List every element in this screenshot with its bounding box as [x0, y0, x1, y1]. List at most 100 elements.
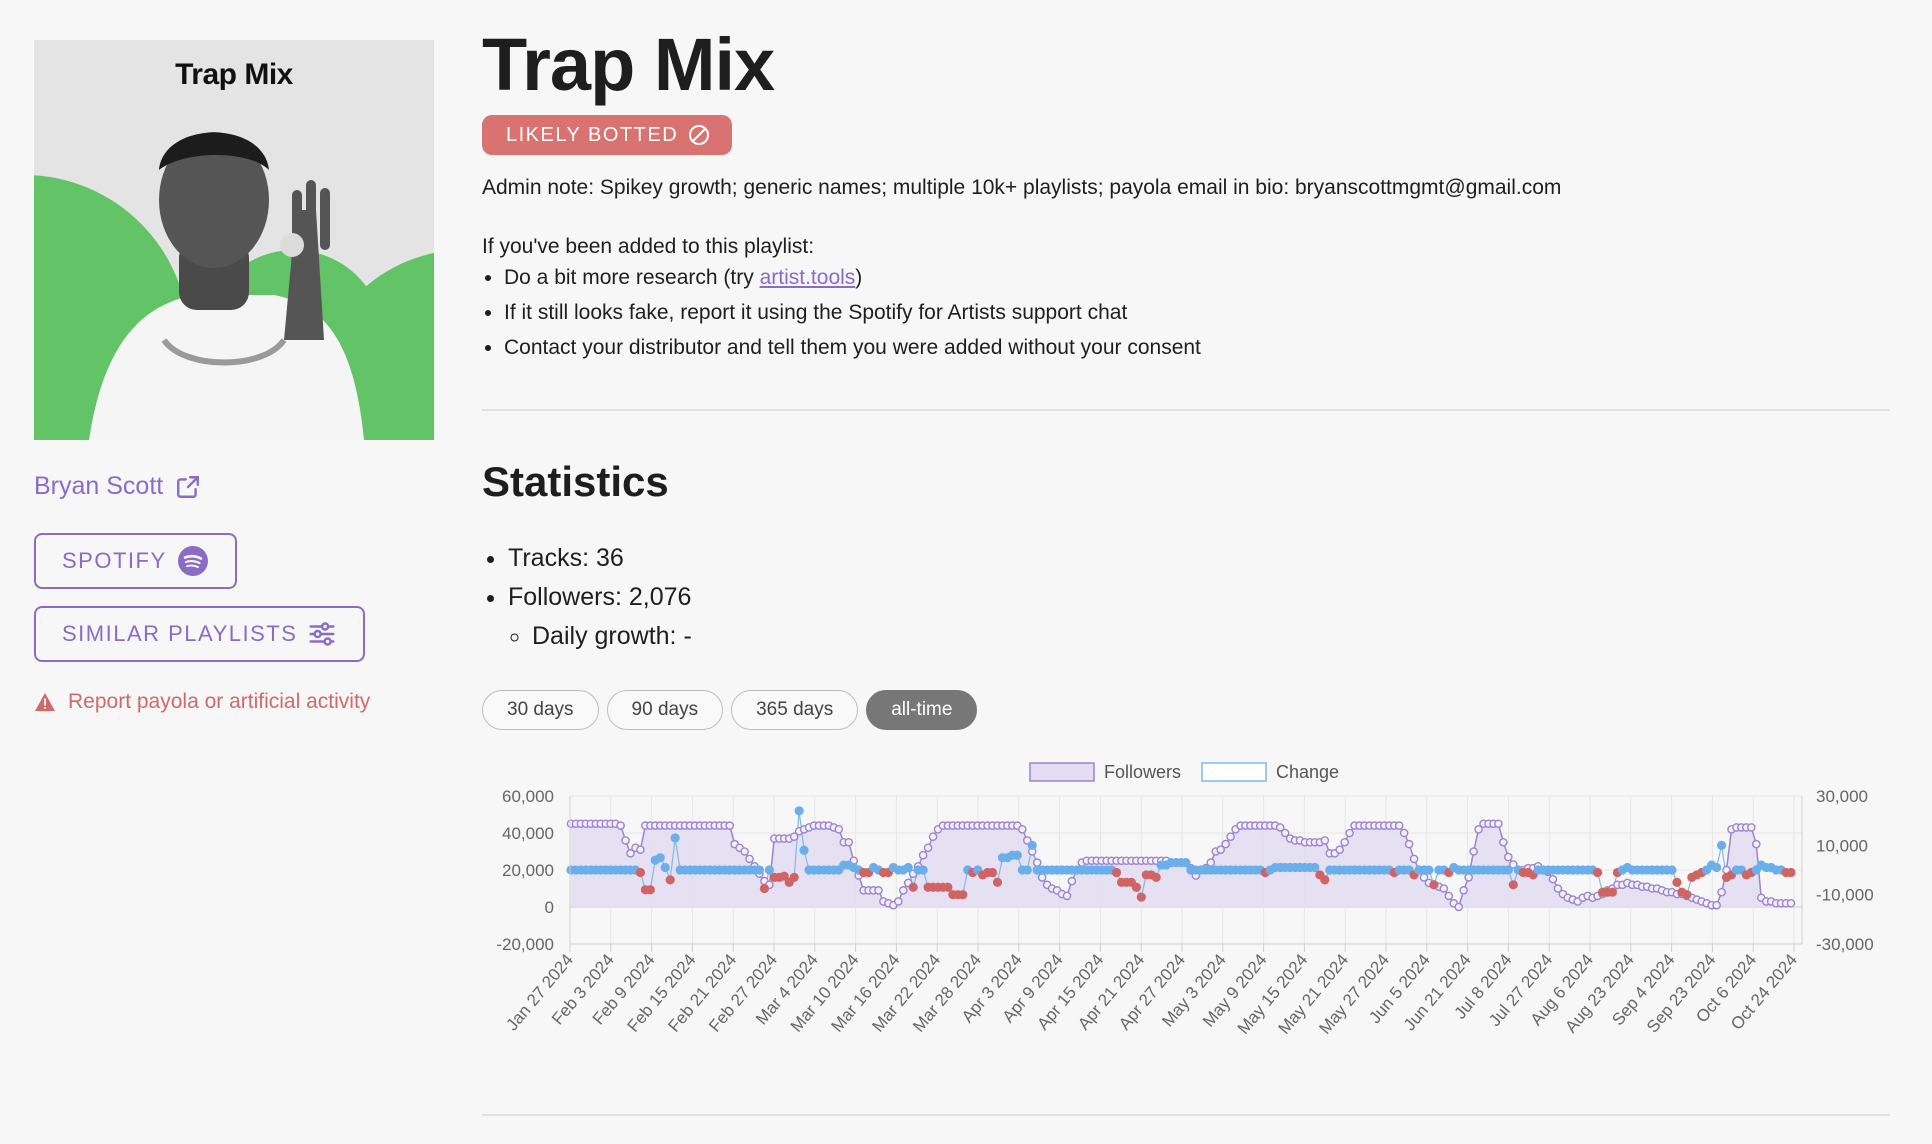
y-left-tick-label: 60,000 — [502, 787, 554, 806]
followers-point — [1548, 874, 1558, 884]
y-right-tick-label: -30,000 — [1816, 935, 1874, 954]
followers-point — [616, 821, 625, 830]
tab-30-days[interactable]: 30 days — [482, 690, 599, 730]
botted-status-badge: LIKELY BOTTED — [482, 115, 733, 155]
change-point — [1716, 840, 1727, 850]
report-activity-link[interactable]: Report payola or artificial activity — [34, 690, 370, 714]
tab-365-days[interactable]: 365 days — [731, 690, 859, 730]
statistics-list: Tracks: 36 Followers: 2,076 Daily growth… — [482, 544, 692, 661]
stat-followers-text: Followers: 2,076 — [508, 583, 692, 611]
similar-playlists-label: SIMILAR PLAYLISTS — [62, 621, 298, 646]
followers-point — [1444, 891, 1454, 901]
change-point — [1424, 865, 1434, 875]
change-point — [1667, 865, 1677, 875]
creator-name: Bryan Scott — [34, 472, 164, 500]
followers-point — [636, 845, 645, 854]
stat-daily-growth: Daily growth: - — [532, 622, 692, 651]
followers-point — [898, 886, 908, 895]
tab-all-time[interactable]: all-time — [866, 690, 978, 730]
followers-point — [844, 837, 854, 847]
followers-point — [626, 849, 635, 858]
tab-90-days[interactable]: 90 days — [606, 690, 724, 730]
y-left-tick-label: 0 — [545, 898, 554, 917]
followers-point — [725, 821, 734, 830]
advice-item-research: Do a bit more research (try artist.tools… — [504, 266, 1201, 291]
spotify-button[interactable]: SPOTIFY — [34, 533, 237, 589]
external-link-icon — [177, 475, 200, 498]
section-divider — [482, 409, 1890, 411]
creator-link[interactable]: Bryan Scott — [34, 472, 201, 501]
followers-point — [1221, 839, 1230, 849]
change-point — [1022, 865, 1032, 875]
followers-point — [1508, 860, 1518, 869]
change-point — [987, 867, 998, 878]
change-point — [764, 865, 774, 875]
change-point — [645, 885, 655, 895]
y-left-tick-label: -20,000 — [496, 935, 554, 954]
statistics-heading: Statistics — [482, 458, 669, 505]
followers-point — [1454, 902, 1464, 912]
followers-point — [1504, 852, 1513, 862]
advice-item-distributor: Contact your distributor and tell them y… — [504, 336, 1201, 361]
change-point — [1151, 872, 1161, 882]
followers-point — [621, 836, 630, 845]
followers-point — [1717, 887, 1726, 897]
followers-point — [1464, 873, 1473, 882]
similar-playlists-button[interactable]: SIMILAR PLAYLISTS — [34, 606, 366, 662]
followers-point — [1404, 839, 1414, 849]
prohibited-icon — [689, 125, 710, 145]
change-point — [1503, 865, 1513, 875]
followers-point — [1345, 828, 1354, 838]
followers-point — [740, 847, 749, 856]
badge-label: LIKELY BOTTED — [506, 123, 679, 146]
followers-point — [1439, 884, 1449, 893]
followers-point — [1018, 825, 1027, 834]
change-point — [1672, 877, 1682, 887]
change-point — [1310, 862, 1320, 873]
bottom-divider — [482, 1114, 1890, 1116]
advice-text: Do a bit more research (try — [504, 266, 760, 289]
followers-point — [789, 832, 799, 841]
spotify-logo-icon — [177, 546, 208, 576]
change-point — [1012, 850, 1022, 860]
change-point — [1607, 887, 1618, 897]
y-right-tick-label: 30,000 — [1816, 787, 1868, 806]
followers-point — [1037, 873, 1047, 882]
stat-followers: Followers: 2,076 Daily growth: - — [508, 583, 692, 651]
followers-point — [1394, 821, 1404, 830]
followers-point — [1340, 837, 1349, 847]
report-label: Report payola or artificial activity — [68, 690, 371, 713]
change-point — [759, 883, 770, 894]
change-point — [655, 853, 665, 863]
change-point — [1786, 867, 1796, 878]
followers-point — [1275, 823, 1285, 832]
advice-item-report: If it still looks fake, report it using … — [504, 301, 1201, 326]
admin-note: Admin note: Spikey growth; generic names… — [482, 176, 1562, 199]
followers-point — [1553, 884, 1563, 893]
y-right-tick-label: -10,000 — [1816, 886, 1874, 905]
followers-point — [1747, 823, 1756, 832]
legend-swatch-followers — [1029, 762, 1095, 782]
followers-point — [1280, 828, 1290, 838]
change-point — [789, 872, 799, 882]
followers-point — [1712, 900, 1721, 910]
followers-chart: 60,000 40,000 20,000 0 -20,000 30,000 10,000 -1… — [496, 762, 1874, 1038]
change-point — [1508, 880, 1518, 890]
warning-triangle-icon — [35, 692, 55, 712]
change-point — [943, 882, 953, 892]
followers-point — [834, 825, 844, 834]
change-point — [754, 865, 765, 875]
cover-artwork — [34, 40, 434, 440]
y-right-tick-label: 10,000 — [1816, 836, 1868, 855]
followers-point — [1459, 886, 1468, 895]
followers-point — [1206, 858, 1216, 867]
followers-point — [1216, 845, 1225, 854]
page-title: Trap Mix — [482, 23, 775, 106]
y-left-tick-label: 40,000 — [502, 824, 554, 843]
change-point — [1131, 882, 1141, 892]
change-point — [1592, 867, 1603, 878]
change-point — [665, 875, 675, 885]
change-point — [1712, 862, 1722, 873]
artist-tools-link[interactable]: artist.tools — [759, 266, 856, 289]
change-point — [660, 862, 670, 873]
